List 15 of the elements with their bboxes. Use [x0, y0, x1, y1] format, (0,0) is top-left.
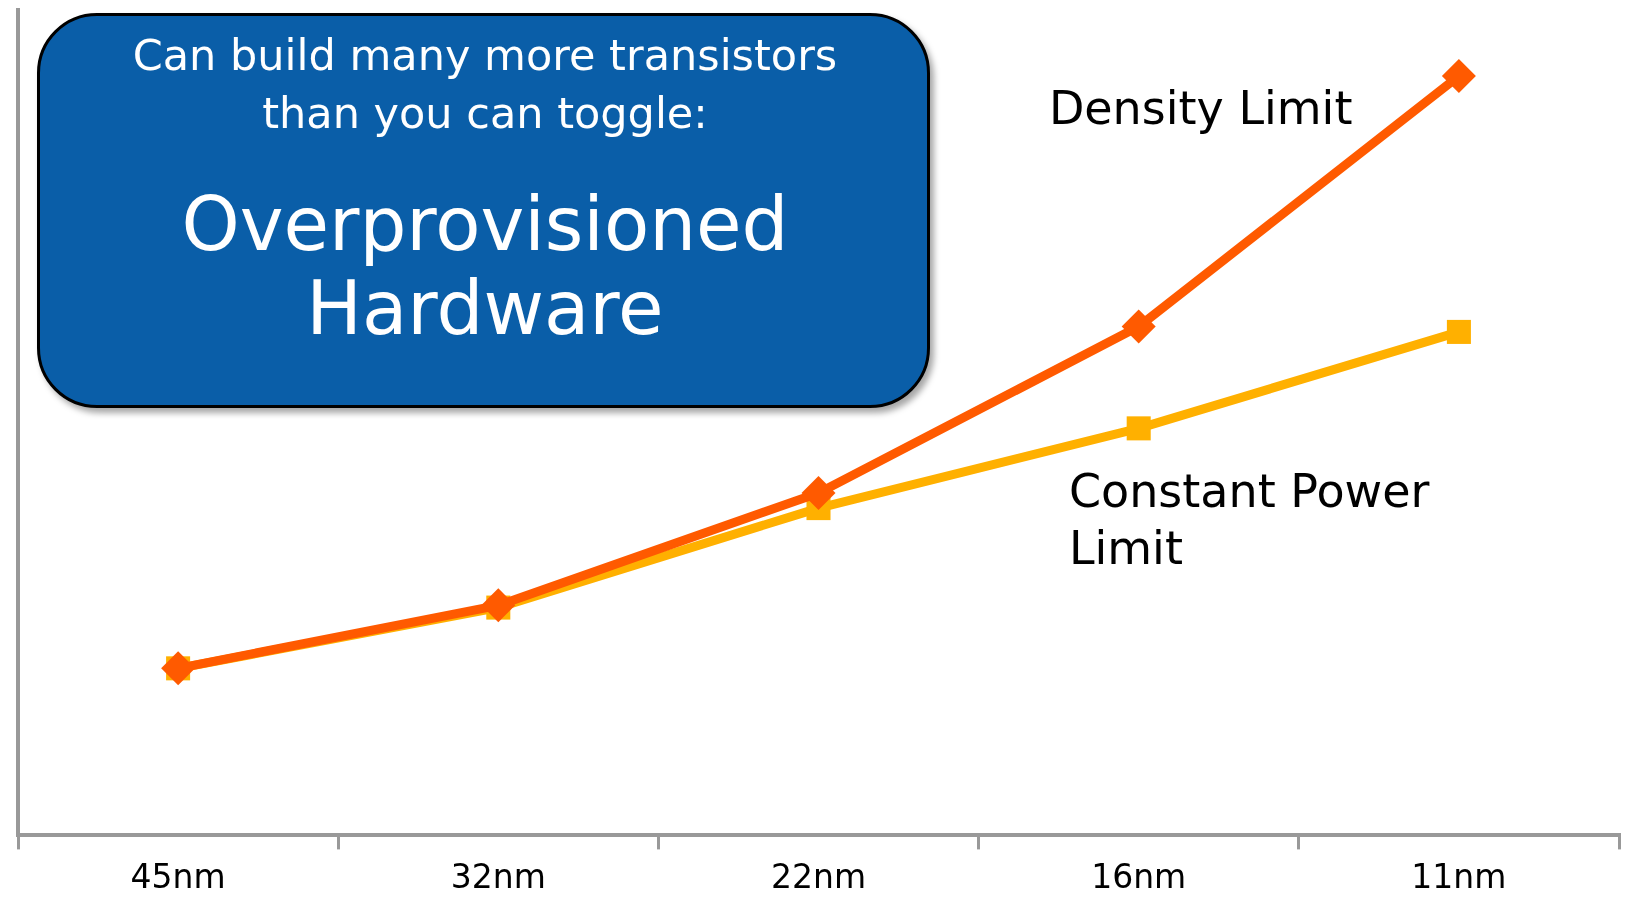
x-tick-label: 16nm: [1091, 856, 1187, 896]
point: [1441, 59, 1476, 93]
x-tick-label: 45nm: [130, 856, 226, 896]
annotation: Can build many more transistors than you can toggle:: [131, 29, 839, 140]
x-tick-label: 32nm: [450, 856, 546, 896]
point: [1126, 416, 1151, 441]
series-label: Constant Power Limit: [1068, 463, 1430, 575]
x-tick-label: 22nm: [770, 856, 867, 896]
point: [481, 588, 516, 623]
point: [1446, 319, 1471, 344]
x-tick-label: 11nm: [1411, 856, 1507, 896]
series-label: Density Limit: [1048, 81, 1353, 135]
point: [801, 475, 836, 510]
annotation: Overprovisioned Hardware: [180, 181, 790, 351]
point: [1121, 309, 1156, 344]
